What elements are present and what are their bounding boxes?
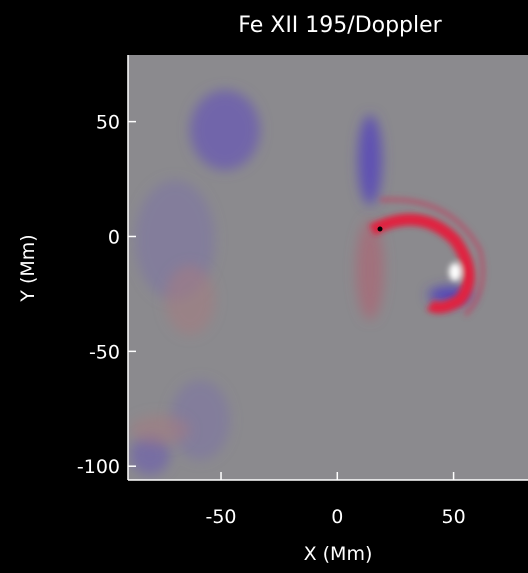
x-tick-label: 0 [331,506,343,528]
marker [377,226,383,232]
red-loop [369,197,486,317]
red-regions [130,220,384,445]
doppler-image [128,55,528,480]
y-tick-label: 50 [96,112,120,134]
x-tick-label: 50 [441,506,465,528]
y-axis-label: Y (Mm) [17,234,39,302]
y-tick-label: -50 [89,341,120,363]
y-tick-label: 0 [108,226,120,248]
y-tick-label: -100 [77,456,120,478]
x-axis-label: X (Mm) [304,543,373,565]
x-tick-label: -50 [205,506,236,528]
chart-title: Fe XII 195/Doppler [238,13,442,38]
